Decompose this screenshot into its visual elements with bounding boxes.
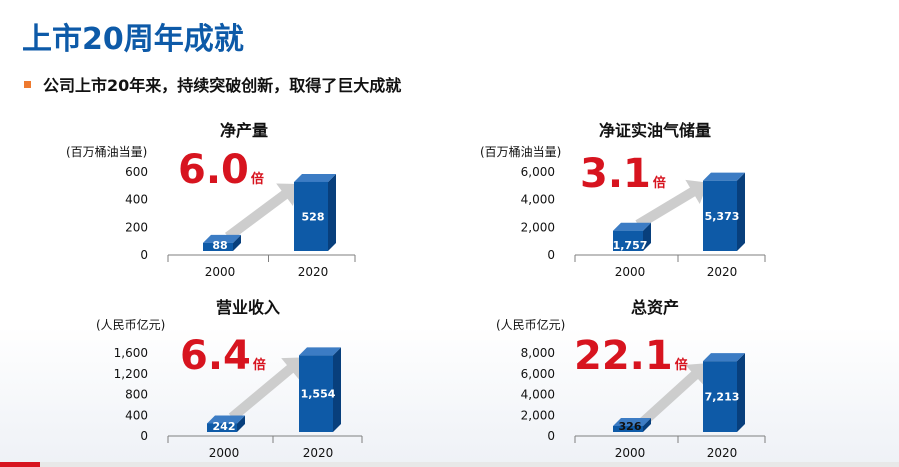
chart3-bar-side — [737, 353, 745, 432]
chart3-y-tick-label: 6,000 — [521, 367, 555, 381]
chart2-bar — [299, 355, 333, 432]
chart3-bar — [613, 426, 643, 432]
chart1-data-label: 1,757 — [613, 239, 648, 252]
footer-bar-accent — [0, 462, 40, 467]
subtitle-row: 公司上市20年来，持续突破创新，取得了巨大成就 — [24, 72, 401, 96]
chart1-multiplier: 3.1 倍 — [580, 151, 666, 197]
chart3-y-tick-label: 0 — [547, 429, 555, 443]
chart2-bar-side — [333, 347, 341, 432]
page-title: 上市20周年成就 — [22, 22, 244, 57]
chart0-growth-arrow — [225, 183, 299, 241]
chart2-bar-top — [207, 415, 245, 424]
footer-bar — [0, 462, 899, 467]
chart3-y-tick-label: 2,000 — [521, 408, 555, 422]
chart2-y-tick-label: 1,200 — [114, 367, 148, 381]
chart0-data-label: 528 — [302, 210, 325, 223]
chart0-bar-side — [233, 234, 241, 251]
chart0-multiplier: 6.0 倍 — [178, 147, 264, 193]
chart3-x-tick-label: 2000 — [615, 446, 646, 460]
chart2-data-label: 1,554 — [301, 388, 336, 401]
chart2-x-tick-label: 2000 — [209, 446, 240, 460]
chart3-multiplier: 22.1 倍 — [574, 333, 688, 379]
chart0-bar — [294, 181, 328, 251]
chart3-y-axis-label: (人民币亿元) — [496, 317, 565, 332]
chart1-y-tick-label: 0 — [547, 248, 555, 262]
chart0-bar — [203, 242, 233, 251]
page-subtitle: 公司上市20年来，持续突破创新，取得了巨大成就 — [43, 76, 402, 95]
chart3-data-label: 326 — [619, 420, 642, 433]
chart2-bar — [207, 423, 237, 432]
chart0-y-tick-label: 400 — [125, 193, 148, 207]
chart3-y-tick-label: 4,000 — [521, 388, 555, 402]
chart0-bar-top — [203, 234, 241, 243]
chart1-growth-arrow — [635, 179, 708, 229]
bullet-icon — [24, 80, 31, 88]
chart2-y-tick-label: 1,600 — [114, 346, 148, 360]
chart2-y-tick-label: 800 — [125, 388, 148, 402]
chart0-y-tick-label: 600 — [125, 165, 148, 179]
chart0-data-label: 88 — [212, 239, 227, 252]
chart1-bar-side — [737, 172, 745, 251]
chart1-bar-side — [643, 222, 651, 251]
chart3-growth-arrow — [634, 363, 708, 431]
chart3-bar-top — [703, 353, 745, 362]
chart1-bar — [703, 180, 737, 251]
chart1-y-tick-label: 2,000 — [521, 220, 555, 234]
chart2-y-tick-label: 0 — [140, 429, 148, 443]
chart3-title: 总资产 — [631, 298, 679, 317]
chart1-data-label: 5,373 — [705, 210, 740, 223]
chart1-y-tick-label: 4,000 — [521, 193, 555, 207]
chart2-x-tick-label: 2020 — [303, 446, 334, 460]
chart2-y-axis-label: (人民币亿元) — [96, 317, 165, 332]
chart3-bar — [703, 361, 737, 432]
chart1-title: 净证实油气储量 — [599, 121, 711, 140]
chart2-bar-side — [237, 415, 245, 432]
chart3-data-label: 7,213 — [705, 391, 740, 404]
chart3-bar-side — [643, 418, 651, 432]
chart2-y-tick-label: 400 — [125, 408, 148, 422]
chart0-y-tick-label: 200 — [125, 220, 148, 234]
chart0-bar-top — [294, 173, 336, 182]
chart2-title: 营业收入 — [216, 298, 280, 317]
chart0-bar-side — [328, 173, 336, 251]
chart0-y-axis-label: (百万桶油当量) — [66, 144, 147, 159]
chart1-x-tick-label: 2000 — [615, 265, 646, 279]
chart1-y-axis-label: (百万桶油当量) — [480, 144, 561, 159]
chart1-bar-top — [613, 222, 651, 231]
chart2-growth-arrow — [228, 357, 304, 422]
chart1-bar-top — [703, 172, 745, 181]
chart2-multiplier: 6.4 倍 — [180, 333, 266, 379]
chart3-y-tick-label: 8,000 — [521, 346, 555, 360]
chart3-bar-top — [613, 418, 651, 426]
chart3-x-tick-label: 2020 — [707, 446, 738, 460]
chart0-y-tick-label: 0 — [140, 248, 148, 262]
chart2-data-label: 242 — [213, 420, 236, 433]
chart0-title: 净产量 — [220, 121, 268, 140]
chart2-bar-top — [299, 347, 341, 356]
chart0-x-tick-label: 2000 — [205, 265, 236, 279]
chart1-x-tick-label: 2020 — [707, 265, 738, 279]
chart1-y-tick-label: 6,000 — [521, 165, 555, 179]
chart1-bar — [613, 230, 643, 251]
chart0-x-tick-label: 2020 — [298, 265, 329, 279]
